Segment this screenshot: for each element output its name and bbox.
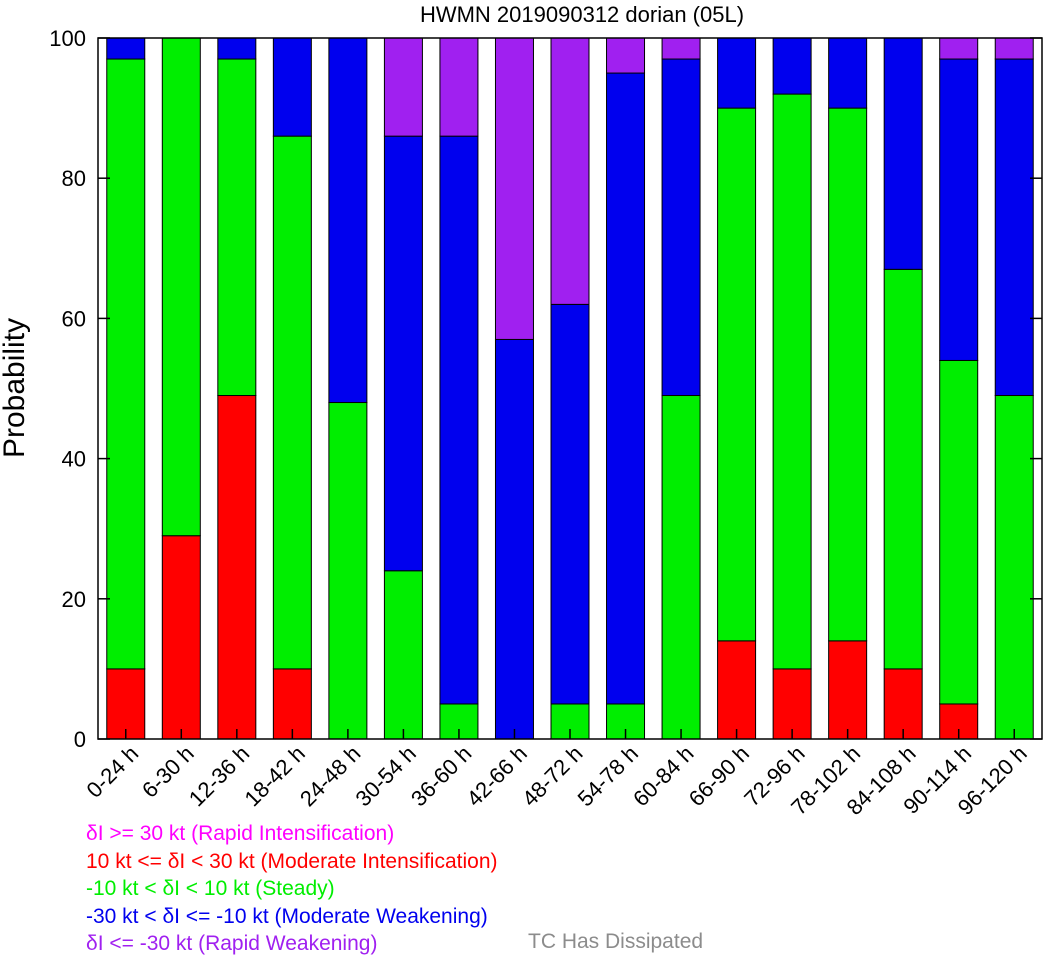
bar-segment-st-12: [772, 93, 812, 670]
bar-segment-st-3: [272, 135, 312, 670]
legend-entry-steady: -10 kt < δI < 10 kt (Steady): [86, 877, 335, 900]
x-tick-label: 48-72 h: [517, 741, 587, 811]
bar-segment-mw-11: [717, 37, 757, 109]
bar-segment-mi-3: [272, 668, 312, 740]
bar-segment-st-5: [383, 570, 423, 740]
bar-segment-mi-12: [772, 668, 812, 740]
bar-segment-mw-13: [828, 37, 868, 109]
bar-segment-st-1: [161, 37, 201, 537]
bar-segment-mi-14: [883, 668, 923, 740]
bar-segment-mw-8: [550, 303, 590, 705]
bar-segment-mw-14: [883, 37, 923, 270]
chart-title: HWMN 2019090312 dorian (05L): [420, 2, 744, 27]
bar-segment-st-4: [328, 402, 368, 740]
bar-segment-mw-15: [939, 58, 979, 361]
y-tick-label: 60: [62, 306, 86, 331]
x-tick-label: 60-84 h: [628, 741, 698, 811]
x-tick-label: 66-90 h: [684, 741, 754, 811]
bar-segment-st-0: [106, 58, 146, 670]
x-tick-label: 36-60 h: [406, 741, 476, 811]
bar-segment-st-2: [217, 58, 257, 397]
bar-segment-mw-5: [383, 135, 423, 572]
bar-segment-rw-7: [494, 37, 534, 340]
bar-segment-rw-15: [939, 37, 979, 60]
bar-segment-mw-6: [439, 135, 479, 705]
bar-segment-st-13: [828, 107, 868, 642]
y-tick-label: 100: [49, 26, 86, 51]
y-tick-label: 80: [62, 166, 86, 191]
bar-segment-rw-9: [606, 37, 646, 74]
x-tick-label: 12-36 h: [184, 741, 254, 811]
y-axis-label: Probability: [0, 318, 31, 458]
bar-segment-rw-5: [383, 37, 423, 137]
bar-segment-mi-0: [106, 668, 146, 740]
bars-group: [106, 37, 1034, 740]
legend-entry-rapid-intensification: δI >= 30 kt (Rapid Intensification): [86, 822, 395, 845]
bar-segment-mw-2: [217, 37, 257, 60]
bar-segment-rw-8: [550, 37, 590, 305]
bar-segment-mw-0: [106, 37, 146, 60]
bar-segment-mi-11: [717, 640, 757, 740]
bar-segment-st-11: [717, 107, 757, 642]
bar-segment-rw-16: [994, 37, 1034, 60]
y-tick-label: 0: [74, 727, 86, 752]
bar-segment-mw-16: [994, 58, 1034, 397]
legend: δI >= 30 kt (Rapid Intensification) 10 k…: [86, 820, 498, 958]
bar-segment-mw-12: [772, 37, 812, 95]
bar-segment-st-14: [883, 268, 923, 670]
bar-segment-rw-6: [439, 37, 479, 137]
bar-segment-st-15: [939, 359, 979, 705]
bar-segment-st-10: [661, 395, 701, 740]
legend-entry-moderate-intensification: 10 kt <= δI < 30 kt (Moderate Intensific…: [86, 849, 498, 873]
x-tick-label: 24-48 h: [295, 741, 365, 811]
bar-segment-mi-13: [828, 640, 868, 740]
bar-segment-mw-4: [328, 37, 368, 404]
x-tick-label: 18-42 h: [239, 741, 309, 811]
y-tick-label: 20: [62, 587, 86, 612]
x-tick-label: 30-54 h: [351, 741, 421, 811]
bar-segment-mw-7: [494, 338, 534, 740]
bar-segment-st-16: [994, 395, 1034, 740]
x-tick-label: 54-78 h: [573, 741, 643, 811]
legend-entry-rapid-weakening: δI <= -30 kt (Rapid Weakening): [86, 932, 378, 955]
y-tick-label: 40: [62, 447, 86, 472]
legend-entry-dissipated: TC Has Dissipated: [528, 930, 704, 953]
bar-segment-mi-1: [161, 535, 201, 740]
bar-segment-mw-3: [272, 37, 312, 137]
bar-segment-mw-10: [661, 58, 701, 397]
bar-segment-rw-10: [661, 37, 701, 60]
bar-segment-mi-2: [217, 395, 257, 740]
x-tick-label: 0-24 h: [82, 741, 144, 803]
legend-entry-moderate-weakening: -30 kt < δI <= -10 kt (Moderate Weakenin…: [86, 904, 488, 928]
bar-segment-mw-9: [606, 72, 646, 705]
x-tick-label: 42-66 h: [462, 741, 532, 811]
